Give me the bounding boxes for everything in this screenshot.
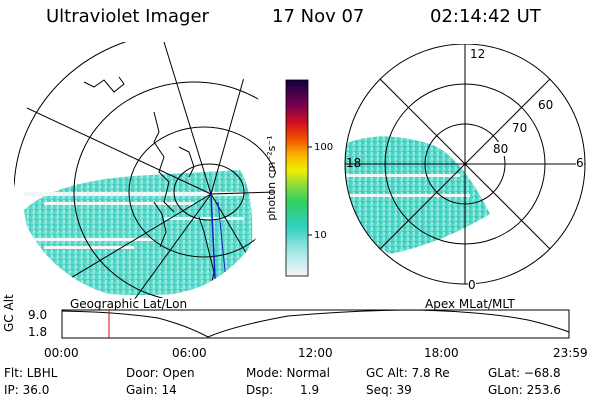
instrument-title: Ultraviolet Imager bbox=[46, 6, 209, 27]
timeline-ylabel: GC Alt bbox=[2, 294, 16, 332]
dsp-info-label: Dsp: bbox=[246, 383, 274, 397]
data-gap bbox=[345, 194, 470, 197]
polar-grid bbox=[344, 44, 586, 285]
polar-plot-label: Apex MLat/MLT bbox=[425, 297, 515, 311]
mlat-label-70: 70 bbox=[512, 121, 528, 135]
filter-info: Flt: LBHL bbox=[4, 366, 58, 380]
mlat-label-60: 60 bbox=[538, 98, 554, 112]
polar-mlat-mlt-plot[interactable] bbox=[340, 44, 590, 294]
colorbar-tick-10: 10 bbox=[314, 230, 327, 241]
mlt-label-6: 6 bbox=[576, 156, 584, 170]
altitude-curve bbox=[61, 309, 570, 338]
aurora-image bbox=[24, 170, 253, 296]
mlt-label-0: 0 bbox=[468, 278, 476, 292]
data-gap bbox=[345, 174, 460, 177]
observation-time: 02:14:42 UT bbox=[430, 6, 541, 27]
data-gap bbox=[164, 217, 244, 220]
timeline-xtick-1800: 18:00 bbox=[424, 346, 459, 360]
altitude-timeline[interactable] bbox=[58, 308, 574, 342]
ip-info: IP: 36.0 bbox=[4, 383, 50, 397]
mlt-label-18: 18 bbox=[346, 156, 362, 170]
mode-info: Mode: Normal bbox=[246, 366, 330, 380]
data-gap bbox=[34, 238, 154, 241]
observation-date: 17 Nov 07 bbox=[272, 6, 365, 27]
gain-info: Gain: 14 bbox=[126, 383, 177, 397]
color-scale-bar: photon cm⁻²s⁻¹ bbox=[265, 79, 312, 277]
mlat-label-80: 80 bbox=[493, 142, 509, 156]
timeline-ytick-1-8: 1.8 bbox=[28, 325, 48, 339]
geographic-map[interactable] bbox=[14, 42, 276, 300]
timeline-ytick-9: 9.0 bbox=[28, 308, 48, 322]
timeline-xtick-1200: 12:00 bbox=[298, 346, 333, 360]
timeline-xtick-2359: 23:59 bbox=[553, 346, 588, 360]
coastlines bbox=[83, 76, 215, 293]
dsp-info-value: 1.9 bbox=[300, 383, 320, 397]
timeline-xtick-0600: 06:00 bbox=[172, 346, 207, 360]
colorbar-tick-100: 100 bbox=[314, 142, 334, 153]
seq-info: Seq: 39 bbox=[366, 383, 412, 397]
latitude-grid bbox=[14, 42, 276, 299]
glon-info: GLon: 253.6 bbox=[488, 383, 561, 397]
data-gap bbox=[44, 246, 134, 249]
glat-info: GLat: −68.8 bbox=[488, 366, 561, 380]
data-gap bbox=[24, 192, 244, 196]
colorbar-unit-label: photon cm⁻²s⁻¹ bbox=[265, 135, 278, 220]
geographic-label: Geographic Lat/Lon bbox=[70, 297, 188, 311]
mlt-label-12: 12 bbox=[470, 47, 486, 61]
gcalt-info: GC Alt: 7.8 Re bbox=[366, 366, 450, 380]
door-info: Door: Open bbox=[126, 366, 195, 380]
data-gap bbox=[44, 202, 194, 205]
timeline-xtick-0000: 00:00 bbox=[44, 346, 79, 360]
